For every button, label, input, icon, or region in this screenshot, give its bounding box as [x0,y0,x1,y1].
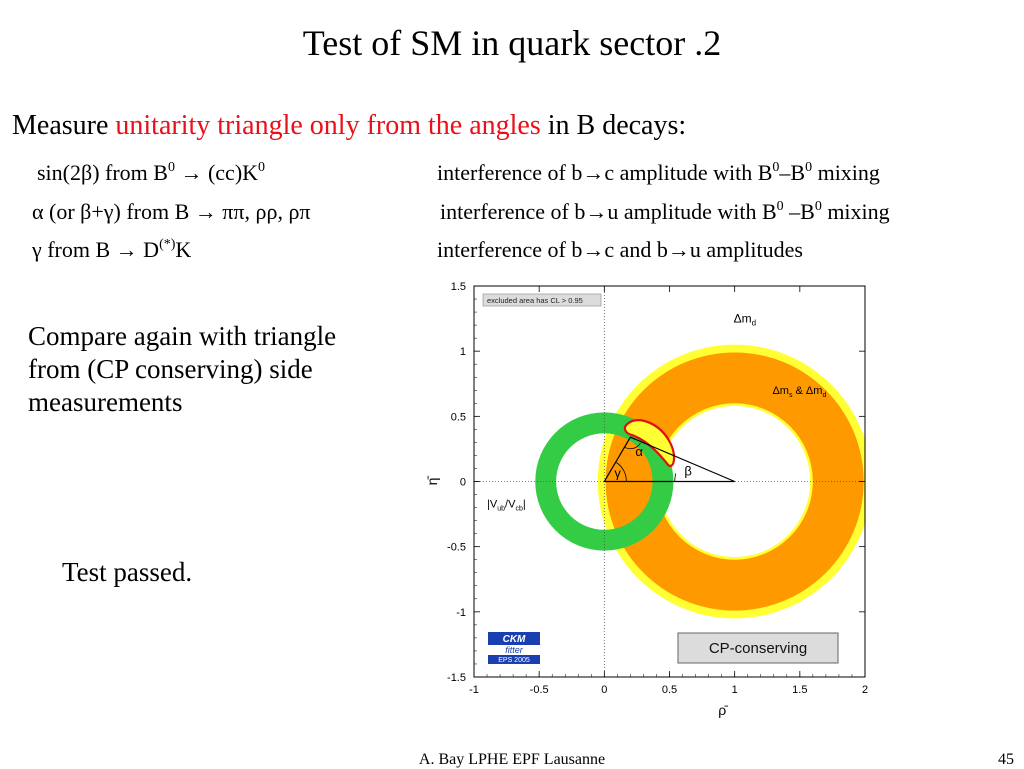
label-dmd: Δmd [734,311,756,327]
angle-label-gamma: γ [614,466,621,481]
m3-left-a: γ from B → D [32,237,160,262]
m2-left-a: α (or β+γ) from B → ππ, ρρ, ρπ [32,199,311,224]
gamma-arc [616,462,627,482]
y-tick-label-3: 0 [460,477,466,489]
unitarity-triangle [603,436,735,483]
y-axis-label: η̄ [424,476,440,486]
ckm-logo-fitter: fitter [505,645,524,655]
ckm-logo-box [488,632,540,645]
beta-arc [674,473,677,482]
m1-right-c: mixing [812,160,880,185]
x-tick-label-3: 0.5 [662,684,677,696]
ckm-logo-text: CKM [503,634,526,645]
footer: A. Bay LPHE EPF Lausanne [418,751,606,768]
m1-left-sup-a: 0 [167,159,175,175]
ckm-logo-eps: EPS 2005 [498,657,530,664]
x-tick-label-2: 0 [601,684,607,696]
slide-title: Test of SM in quark sector .2 [302,23,722,63]
page-number: 45 [998,751,1014,768]
m3-right-a: interference of b→c and b→u amplitudes [437,237,803,262]
m1-right-a: interference of b→c amplitude with B [437,160,773,185]
m1-left-b: → (cc)K [174,160,259,185]
alpha-arc [624,442,641,450]
m1-right-b: –B [779,160,806,185]
m2-right-b: –B [783,199,815,224]
axis-ticks: -1 -0.5 0 0.5 1 1.5 21.510.50-0.5-1-1.5ρ̄η̄ [424,281,868,718]
m2-right-a: interference of b→u amplitude with B [440,199,777,224]
intro-highlight: unitarity triangle only from the angles [115,110,541,141]
measurement-2-method: α (or β+γ) from B → ππ, ρρ, ρπ [32,199,311,225]
m3-left-sup-a: (*) [159,236,176,252]
constraint-band-3 [535,412,674,551]
result-text: Test passed. [62,557,193,587]
fit-region [623,419,676,467]
x-tick-label-4: 1 [732,684,738,696]
m1-left-sup-b: 0 [258,159,266,175]
label-dms-dmd: Δms & Δmd [772,385,826,399]
m2-right-c: mixing [821,199,890,224]
measurement-3-method: γ from B → D(*)K [32,237,191,263]
compare-line-3: measurements [28,387,183,417]
angle-label-alpha: α [635,444,643,459]
intro-prefix: Measure [12,110,116,141]
legend-box [482,293,602,307]
y-tick-label-4: -0.5 [447,542,466,554]
m3-left-b: K [175,237,192,262]
intro-suffix: in B decays: [540,110,687,141]
y-tick-label-5: -1 [456,607,466,619]
x-tick-label-1: -0.5 [530,684,549,696]
y-tick-label-1: 1 [460,346,466,358]
compare-line-2: from (CP conserving) side [28,354,313,384]
m2-right-sup-b: 0 [814,198,822,214]
angle-label-beta: β [684,464,691,479]
measurement-2-physics: interference of b→u amplitude with B0 –B… [440,199,890,225]
m1-right-sup-b: 0 [805,159,813,175]
m2-right-sup-a: 0 [776,198,784,214]
measurement-1-method: sin(2β) from B0 → (cc)K0 [37,160,265,186]
cp-conserving-badge [677,632,839,664]
x-tick-label-5: 1.5 [792,684,807,696]
m1-left-a: sin(2β) from B [37,160,168,185]
ckm-logo-band [488,655,540,664]
x-tick-label-0: -1 [469,684,479,696]
measurement-1-physics: interference of b→c amplitude with B0–B0… [437,160,880,186]
x-tick-label-6: 2 [862,684,868,696]
y-tick-label-6: -1.5 [447,672,466,684]
compare-line-1: Compare again with triangle [28,321,337,351]
m1-right-sup-a: 0 [772,159,780,175]
x-axis-label: ρ̄ [718,702,728,718]
measurement-3-physics: interference of b→c and b→u amplitudes [437,237,803,263]
constraint-band-2 [605,352,864,611]
cp-conserving-label: CP-conserving [709,640,807,657]
y-tick-label-2: 0.5 [451,411,466,423]
compare-text: Compare again with triangle from (CP con… [28,320,336,419]
y-tick-label-0: 1.5 [451,281,466,293]
intro-line: Measure unitarity triangle only from the… [12,110,686,142]
legend-text: excluded area has CL > 0.95 [487,296,583,305]
